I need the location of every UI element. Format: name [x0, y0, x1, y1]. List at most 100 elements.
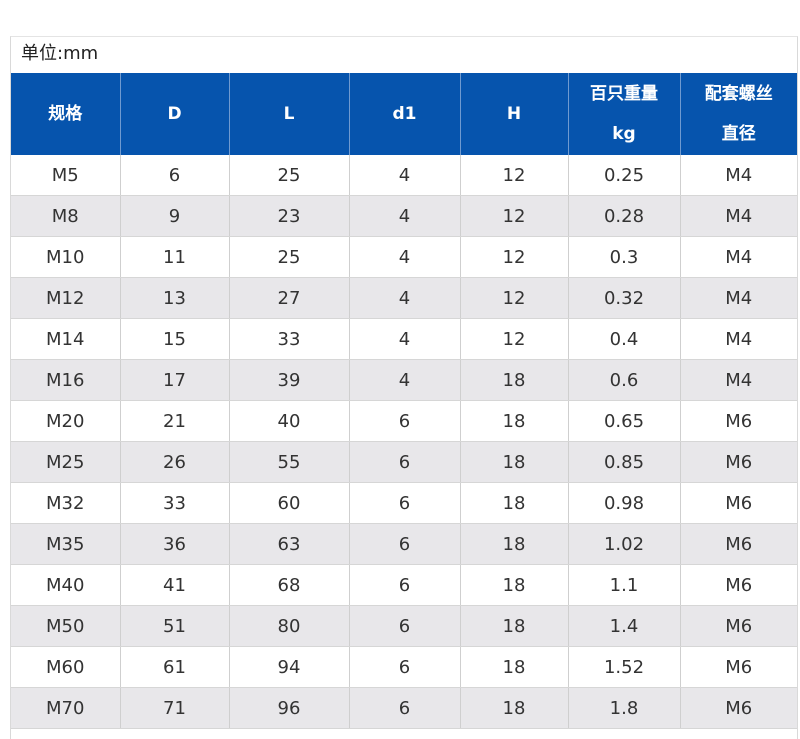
- table-cell: 15: [120, 318, 230, 360]
- table-cell: 96: [229, 687, 350, 729]
- table-cell: 1.4: [568, 605, 681, 647]
- table-cell: 39: [229, 359, 350, 401]
- table-row: M8 9 23 4 12 0.28 M4: [11, 195, 797, 237]
- table-cell: 61: [120, 646, 230, 688]
- table-cell: 6: [349, 482, 461, 524]
- table-cell: 6: [120, 155, 230, 196]
- table-cell: 63: [229, 523, 350, 565]
- table-cell: M35: [11, 523, 121, 565]
- table-cell: M50: [11, 605, 121, 647]
- table-cell: M25: [11, 441, 121, 483]
- table-cell: M6: [680, 441, 797, 483]
- table-cell: 4: [349, 277, 461, 319]
- table-cell: 6: [349, 441, 461, 483]
- table-cell: 25: [229, 155, 350, 196]
- column-header: 百只重量 kg: [568, 73, 681, 155]
- table-row: M12 13 27 4 12 0.32 M4: [11, 277, 797, 319]
- table-cell: 18: [460, 523, 569, 565]
- column-header: L: [229, 73, 350, 155]
- table-cell: 18: [460, 359, 569, 401]
- table-cell: M6: [680, 400, 797, 442]
- table-cell: 0.4: [568, 318, 681, 360]
- table-cell: 40: [229, 400, 350, 442]
- table-cell: M6: [680, 605, 797, 647]
- table-row: M20 21 40 6 18 0.65 M6: [11, 400, 797, 442]
- table-cell: 18: [460, 564, 569, 606]
- table-cell: 60: [229, 482, 350, 524]
- table-row: M60 61 94 6 18 1.52 M6: [11, 646, 797, 688]
- table-cell: 36: [120, 523, 230, 565]
- table-cell: 0.3: [568, 236, 681, 278]
- table-cell: 4: [349, 318, 461, 360]
- table-cell: 1.8: [568, 687, 681, 729]
- column-header: H: [460, 73, 569, 155]
- table-cell: 18: [460, 605, 569, 647]
- table-cell: 1.52: [568, 646, 681, 688]
- table-cell: 1.02: [568, 523, 681, 565]
- table-cell: 68: [229, 564, 350, 606]
- table-cell: M70: [11, 687, 121, 729]
- table-cell: M4: [680, 359, 797, 401]
- table-cell: 6: [349, 605, 461, 647]
- column-header: 规格: [11, 73, 121, 155]
- table-cell: 33: [120, 482, 230, 524]
- table-cell: M4: [680, 318, 797, 360]
- table-cell: 0.65: [568, 400, 681, 442]
- table-cell: M4: [680, 277, 797, 319]
- table-cell: 71: [120, 687, 230, 729]
- table-cell: 6: [349, 400, 461, 442]
- table-cell: 12: [460, 277, 569, 319]
- column-header: d1: [349, 73, 461, 155]
- table-cell: 25: [229, 236, 350, 278]
- table-cell: 6: [349, 523, 461, 565]
- table-cell: 94: [229, 646, 350, 688]
- table-cell: 4: [349, 155, 461, 196]
- table-cell: M4: [680, 195, 797, 237]
- table-cell: 18: [460, 687, 569, 729]
- column-header-text: d1: [392, 104, 417, 124]
- table-cell: 80: [229, 605, 350, 647]
- table-cell: 26: [120, 441, 230, 483]
- table-row: M35 36 63 6 18 1.02 M6: [11, 523, 797, 565]
- table-cell: 55: [229, 441, 350, 483]
- table-cell: M8: [11, 195, 121, 237]
- table-cell: 13: [120, 277, 230, 319]
- table-cell: 4: [349, 195, 461, 237]
- table-cell: 27: [229, 277, 350, 319]
- table-cell: 0.85: [568, 441, 681, 483]
- table-cell: 33: [229, 318, 350, 360]
- table-cell: 6: [349, 646, 461, 688]
- table-cell: M20: [11, 400, 121, 442]
- table-cell: M6: [680, 687, 797, 729]
- table-body: M5 6 25 4 12 0.25 M4 M8 9 23 4 12 0.28 M4 M10 11 25 4 12 0.…: [11, 155, 797, 729]
- table-cell: 12: [460, 236, 569, 278]
- table-cell: M4: [680, 236, 797, 278]
- column-header: 配套螺丝 直径: [680, 73, 797, 155]
- table-cell: 18: [460, 400, 569, 442]
- column-header-text: 百只重量: [590, 84, 658, 104]
- table-cell: 18: [460, 646, 569, 688]
- table-cell: M12: [11, 277, 121, 319]
- column-header: D: [120, 73, 230, 155]
- column-header-text: L: [283, 104, 295, 124]
- table-cell: 4: [349, 359, 461, 401]
- table-row: M16 17 39 4 18 0.6 M4: [11, 359, 797, 401]
- table-cell: 0.98: [568, 482, 681, 524]
- table-row: M70 71 96 6 18 1.8 M6: [11, 687, 797, 729]
- table-row: M14 15 33 4 12 0.4 M4: [11, 318, 797, 360]
- table-cell: 18: [460, 441, 569, 483]
- column-header-text: 直径: [721, 124, 756, 144]
- table-cell: 18: [460, 482, 569, 524]
- table-cell: M32: [11, 482, 121, 524]
- table-cell: 6: [349, 564, 461, 606]
- table-cell: M40: [11, 564, 121, 606]
- table-cell: M5: [11, 155, 121, 196]
- table-row: M25 26 55 6 18 0.85 M6: [11, 441, 797, 483]
- column-header-text: kg: [612, 124, 636, 144]
- table-cell: 51: [120, 605, 230, 647]
- column-header-text: 配套螺丝: [704, 84, 773, 104]
